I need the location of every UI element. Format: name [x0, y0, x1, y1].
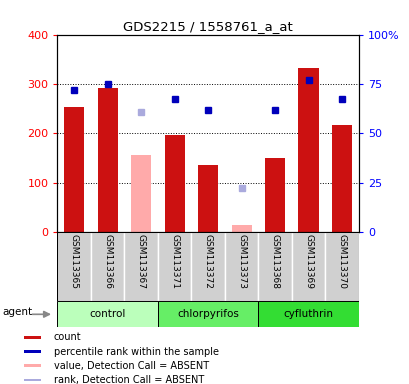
- Text: control: control: [89, 309, 126, 319]
- Text: GSM113372: GSM113372: [203, 234, 212, 289]
- Text: rank, Detection Call = ABSENT: rank, Detection Call = ABSENT: [54, 375, 204, 384]
- Bar: [57, 301, 157, 327]
- Bar: [124, 232, 157, 301]
- Text: GSM113365: GSM113365: [70, 234, 79, 290]
- Bar: [91, 232, 124, 301]
- Bar: [131, 155, 151, 232]
- Text: cyfluthrin: cyfluthrin: [283, 309, 333, 319]
- Bar: [157, 232, 191, 301]
- Bar: [264, 158, 284, 232]
- Text: value, Detection Call = ABSENT: value, Detection Call = ABSENT: [54, 361, 209, 371]
- Bar: [191, 232, 224, 301]
- Bar: [298, 68, 318, 232]
- Text: chlorpyrifos: chlorpyrifos: [177, 309, 238, 319]
- Text: GSM113370: GSM113370: [337, 234, 346, 290]
- Bar: [24, 379, 41, 381]
- Bar: [57, 232, 91, 301]
- Text: GSM113368: GSM113368: [270, 234, 279, 290]
- Bar: [97, 88, 117, 232]
- Bar: [24, 350, 41, 353]
- Title: GDS2215 / 1558761_a_at: GDS2215 / 1558761_a_at: [123, 20, 292, 33]
- Bar: [331, 124, 351, 232]
- Bar: [24, 364, 41, 367]
- Bar: [258, 301, 358, 327]
- Bar: [64, 107, 84, 232]
- Bar: [157, 301, 258, 327]
- Text: percentile rank within the sample: percentile rank within the sample: [54, 347, 218, 357]
- Text: agent: agent: [2, 307, 32, 318]
- Text: GSM113371: GSM113371: [170, 234, 179, 290]
- Text: GSM113367: GSM113367: [136, 234, 145, 290]
- Bar: [324, 232, 358, 301]
- Text: GSM113373: GSM113373: [236, 234, 245, 290]
- Bar: [164, 136, 184, 232]
- Bar: [291, 232, 324, 301]
- Bar: [24, 336, 41, 339]
- Text: GSM113366: GSM113366: [103, 234, 112, 290]
- Text: count: count: [54, 333, 81, 343]
- Bar: [198, 165, 218, 232]
- Bar: [231, 225, 251, 232]
- Bar: [224, 232, 258, 301]
- Text: GSM113369: GSM113369: [303, 234, 312, 290]
- Bar: [258, 232, 291, 301]
